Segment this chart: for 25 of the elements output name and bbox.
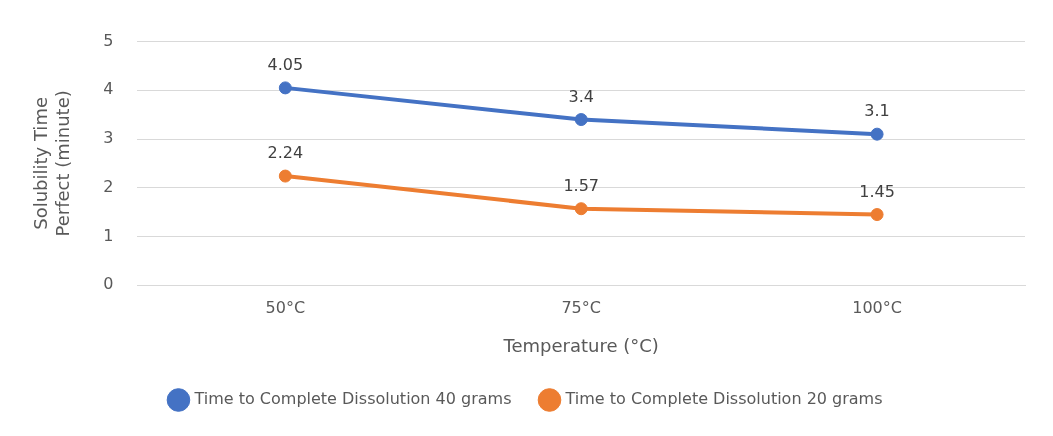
data-label: 3.4: [568, 86, 594, 106]
legend-label: Time to Complete Dissolution 20 grams: [564, 389, 883, 409]
point: [278, 81, 292, 95]
data-label: 1.57: [563, 175, 599, 195]
y-axis-title: Solubility Time Perfect (minute): [30, 90, 74, 237]
data-label: 1.45: [859, 181, 895, 201]
data-label: 3.1: [864, 101, 890, 121]
y-tick-label: 3: [103, 128, 114, 148]
x-tick-label: 75°C: [561, 297, 601, 317]
y-tick-label: 4: [103, 79, 114, 99]
data-label: 2.24: [267, 143, 304, 163]
point: [870, 127, 884, 141]
x-tick-label: 100°C: [852, 297, 902, 317]
legend-label: Time to Complete Dissolution 40 grams: [193, 389, 512, 409]
point: [574, 202, 588, 216]
point: [870, 208, 884, 222]
y-tick-label: 0: [103, 274, 114, 294]
x-tick-label: 50°C: [265, 297, 306, 317]
y-tick-label: 1: [103, 225, 114, 245]
x-axis-title: Temperature (°C): [502, 334, 659, 356]
point: [278, 169, 292, 183]
point: [574, 113, 588, 127]
y-tick-label: 5: [103, 30, 114, 50]
data-label: 4.05: [267, 55, 304, 75]
y-tick-label: 2: [103, 176, 114, 196]
